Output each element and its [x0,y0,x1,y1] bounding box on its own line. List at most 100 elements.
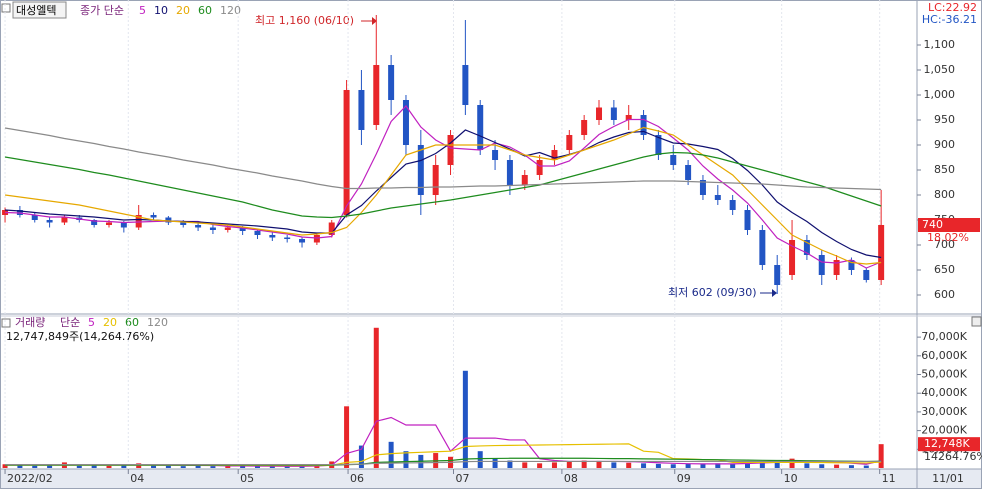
y-tick-label: 700 [934,238,955,251]
time-axis [0,468,982,489]
volume-bar [789,458,795,468]
candle-body [165,217,172,223]
volume-title: 거래량 [15,316,45,329]
volume-bar [522,462,528,468]
candle-body [818,255,825,275]
volume-averages [5,416,882,467]
volume-bar [2,464,8,468]
legend-entry: 5 [139,4,146,17]
candle-body [640,115,647,135]
annotation-arrow-head [372,17,377,25]
volume-bar [537,463,543,468]
volume-bar [670,464,676,468]
volume-bar [863,465,869,468]
volume-summary: 12,747,849주(14,264.76%) [6,330,154,343]
volume-bar [299,466,305,468]
legend-title: 종가 단순 [80,4,124,17]
time-label: 11/01 [932,472,964,485]
candle-body [46,220,53,223]
moving-averages [4,105,882,269]
candle-body [120,222,127,228]
y-tick-label: 50,000K [921,368,967,381]
title-box[interactable] [12,1,67,19]
volume-bar [685,463,691,468]
volume-bar [76,465,82,468]
volume-bar [225,466,231,468]
lc-label: LC:22.92 [928,1,977,14]
x-tick-label: 09 [677,472,691,485]
y-tick-label: 30,000K [921,405,967,418]
last-volume-box [918,437,980,452]
close-button[interactable] [971,316,982,327]
volume-bar [492,458,498,468]
volume-bar [804,463,810,468]
volume-bar [373,327,379,468]
volume-bar [165,465,171,468]
volume-bar [151,465,157,468]
candle-body [566,135,573,150]
high-annotation: 최고 1,160 (06/10) [255,14,354,27]
candle-body [833,260,840,275]
volume-bar [180,466,186,468]
volume-bar [195,465,201,468]
volume-bar [47,465,53,468]
y-tick-label: 1,100 [924,38,956,51]
candle-body [863,270,870,280]
moving-average-line [4,127,882,191]
candle-body [91,220,98,225]
candle-body [135,215,142,228]
legend-entry: 20 [103,316,117,329]
volume-bar [403,451,409,468]
candle-body [224,227,231,230]
candle-body [729,200,736,210]
last-price: 740 [922,218,943,231]
volume-bar [284,466,290,468]
volume-bar [655,463,661,468]
volume-bar [611,462,617,468]
y-tick-label: 70,000K [921,330,967,343]
y-tick-label: 60,000K [921,349,967,362]
candle-body [402,100,409,145]
candle-body [878,225,885,280]
candle-body [774,265,781,285]
candle-body [699,180,706,195]
volume-bar [32,465,38,468]
candles [2,15,885,294]
candle-body [492,150,499,160]
candle-body [299,239,306,243]
x-tick-label: 05 [240,472,254,485]
candle-body [462,65,469,105]
x-tick-label: 10 [784,472,798,485]
volume-bar [566,461,572,468]
volume-bar [700,464,706,468]
volume-bar [254,466,260,468]
moving-average-line [5,460,882,466]
candle-body [254,231,261,235]
candle-body [848,260,855,270]
candle-body [388,65,395,100]
volume-bar [507,460,513,468]
volume-bar [878,444,884,468]
last-price-box [918,218,980,232]
volume-bar [819,464,825,468]
y-tick-label: 900 [934,138,955,151]
volume-bar [745,462,751,468]
last-volume-ratio: 14264.76% [924,450,982,463]
volume-bar [477,451,483,468]
volume-bar [551,462,557,468]
panel-icon[interactable] [1,3,11,13]
y-tick-label: 950 [934,113,955,126]
low-annotation: 최저 602 (09/30) [668,286,757,299]
legend-entry: 10 [154,4,168,17]
y-tick-label: 650 [934,263,955,276]
candle-body [596,107,603,120]
candle-body [313,235,320,243]
volume-bar [269,466,275,468]
x-tick-label: 04 [130,472,144,485]
volume-bar [848,465,854,468]
candle-body [655,135,662,155]
candle-body [581,120,588,135]
panel-icon[interactable] [1,318,11,328]
candle-body [61,217,68,223]
